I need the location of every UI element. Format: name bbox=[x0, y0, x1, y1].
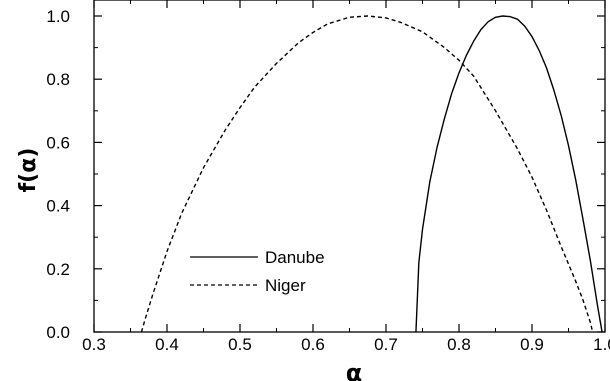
plot-area-border bbox=[93, 0, 606, 333]
series-lines bbox=[140, 15, 603, 333]
y-tick-label: 0.8 bbox=[46, 70, 70, 89]
x-tick-label: 0.9 bbox=[520, 335, 544, 354]
series-line-danube bbox=[415, 15, 603, 333]
legend-label-niger: Niger bbox=[265, 276, 306, 295]
plot-frame bbox=[93, 0, 606, 333]
axis-ticks bbox=[93, 0, 606, 333]
y-tick-label: 1.0 bbox=[46, 7, 70, 26]
y-tick-label: 0.2 bbox=[46, 260, 70, 279]
y-tick-label: 0.0 bbox=[46, 323, 70, 342]
series-line-niger bbox=[140, 15, 594, 333]
x-axis-title: α bbox=[346, 359, 363, 381]
y-axis-title: f(α) bbox=[16, 148, 41, 193]
x-tick-label: 0.5 bbox=[228, 335, 252, 354]
y-tick-label: 0.6 bbox=[46, 133, 70, 152]
legend: Danube Niger bbox=[190, 248, 325, 295]
x-tick-label: 0.3 bbox=[82, 335, 106, 354]
x-tick-label: 1.0 bbox=[593, 335, 610, 354]
x-tick-label: 0.4 bbox=[155, 335, 179, 354]
y-tick-label: 0.4 bbox=[46, 197, 70, 216]
legend-label-danube: Danube bbox=[265, 248, 325, 267]
tick-labels: 0.3 0.4 0.5 0.6 0.7 0.8 0.9 1.0 0.0 0.2 0.4 0.6 0.8 1… bbox=[46, 7, 610, 354]
x-tick-label: 0.7 bbox=[374, 335, 398, 354]
x-tick-label: 0.8 bbox=[447, 335, 471, 354]
x-tick-label: 0.6 bbox=[301, 335, 325, 354]
